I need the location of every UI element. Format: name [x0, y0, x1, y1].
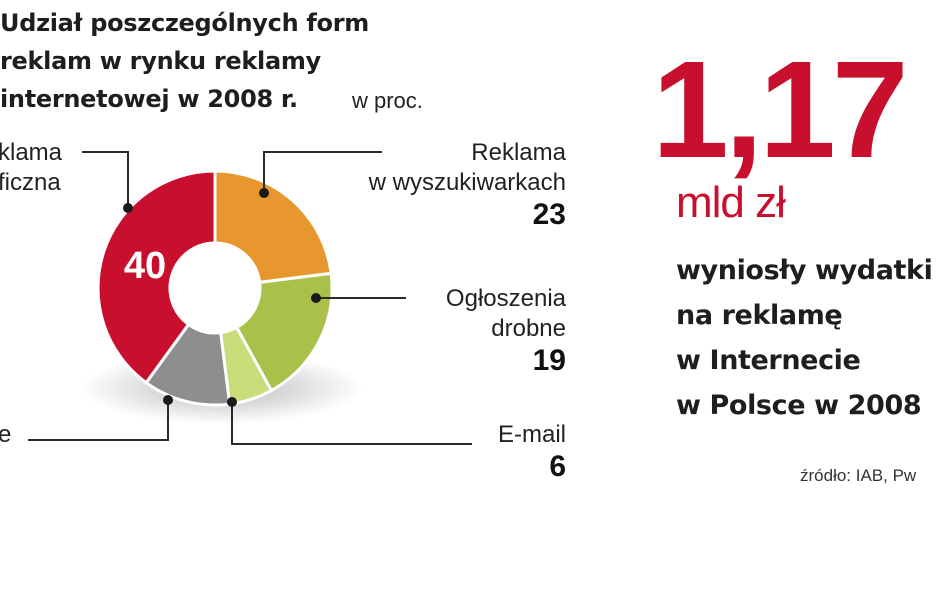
- slice-value-search: 23: [532, 198, 566, 231]
- leader-graphic: [82, 151, 129, 208]
- slice-value-classifieds: 19: [532, 344, 566, 377]
- slice-graphic: [96, 169, 217, 385]
- desc-line-4: w Polsce w 2008: [676, 390, 922, 421]
- chart-title: Udział poszczególnych form reklam w rynk…: [0, 4, 470, 118]
- headline-value: 1,17: [652, 33, 909, 187]
- slice-value-email: 6: [549, 450, 566, 483]
- desc-line-1: wyniosły wydatki: [676, 255, 933, 286]
- title-line-3: internetowej w 2008 r.: [0, 85, 298, 113]
- leader-search: [263, 151, 382, 193]
- leader-graphic-dot: [123, 203, 133, 213]
- slice-label-classifieds: Ogłoszenia drobne 19: [445, 285, 566, 377]
- leader-other: [28, 400, 169, 441]
- source-note: źródło: IAB, Pw: [800, 466, 917, 485]
- leader-other-dot: [163, 395, 173, 405]
- leader-search-dot: [259, 188, 269, 198]
- unit-label: w proc.: [352, 88, 423, 113]
- slice-label-other: e: [0, 421, 12, 448]
- slice-classifieds: [234, 271, 334, 393]
- title-line-1: Udział poszczególnych form: [0, 9, 369, 37]
- slice-search: [213, 169, 333, 285]
- headline-unit: mld zł: [676, 178, 786, 227]
- leader-email-dot: [227, 397, 237, 407]
- title-line-2: reklam w rynku reklamy: [0, 47, 321, 75]
- desc-line-3: w Internecie: [676, 345, 861, 376]
- desc-line-2: na reklamę: [676, 300, 843, 331]
- leader-email: [231, 402, 472, 445]
- headline-description: wyniosły wydatki na reklamę w Internecie…: [676, 248, 948, 428]
- slice-label-email: E-mail 6: [497, 421, 566, 483]
- leader-classifieds-dot: [311, 293, 321, 303]
- slice-value-inner: 40: [124, 245, 166, 287]
- slice-label-graphic: klama ficzna: [0, 139, 63, 196]
- slice-label-search: Reklama w wyszukiwarkach 23: [368, 139, 566, 231]
